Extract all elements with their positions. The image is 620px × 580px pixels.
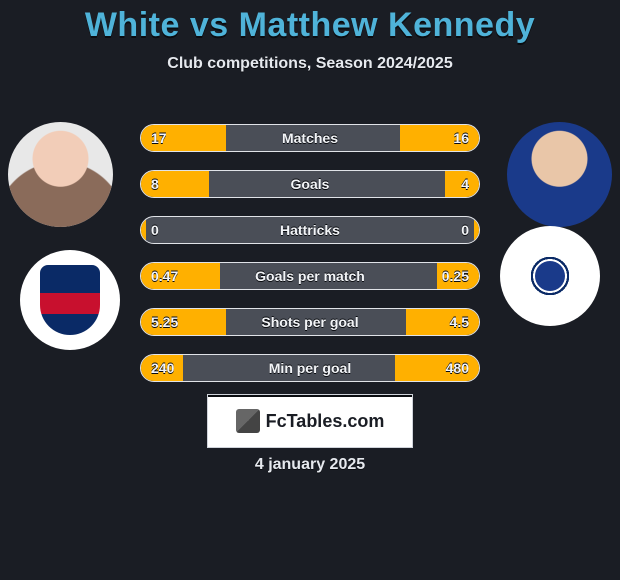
stat-label: Min per goal xyxy=(141,355,479,381)
stat-label: Hattricks xyxy=(141,217,479,243)
stat-value-right: 0.25 xyxy=(442,263,469,289)
stat-value-right: 16 xyxy=(453,125,469,151)
stat-label: Goals per match xyxy=(141,263,479,289)
stat-label: Goals xyxy=(141,171,479,197)
title-player2: Matthew Kennedy xyxy=(239,6,536,44)
branding-badge: FcTables.com xyxy=(207,394,413,448)
title-player1: White xyxy=(85,6,180,44)
club-right-crest xyxy=(500,226,600,326)
stat-value-right: 4.5 xyxy=(450,309,469,335)
stat-bars: 17Matches16 8Goals4 0Hattricks0 0.47Goals p… xyxy=(140,124,480,400)
player-left-avatar xyxy=(8,122,113,227)
stat-row: 0.47Goals per match0.25 xyxy=(140,262,480,290)
stat-row: 0Hattricks0 xyxy=(140,216,480,244)
page-title: White vs Matthew Kennedy xyxy=(0,0,620,45)
stat-row: 8Goals4 xyxy=(140,170,480,198)
stat-value-right: 480 xyxy=(446,355,469,381)
stat-label: Matches xyxy=(141,125,479,151)
stat-row: 17Matches16 xyxy=(140,124,480,152)
stat-row: 240Min per goal480 xyxy=(140,354,480,382)
branding-text: FcTables.com xyxy=(266,411,385,432)
stat-label: Shots per goal xyxy=(141,309,479,335)
stat-value-right: 0 xyxy=(461,217,469,243)
generation-date: 4 january 2025 xyxy=(0,456,620,474)
stat-row: 5.25Shots per goal4.5 xyxy=(140,308,480,336)
club-left-crest xyxy=(20,250,120,350)
stat-value-right: 4 xyxy=(461,171,469,197)
player-right-avatar xyxy=(507,122,612,227)
subtitle: Club competitions, Season 2024/2025 xyxy=(0,55,620,73)
fctables-icon xyxy=(236,409,260,433)
title-vs: vs xyxy=(190,6,229,44)
comparison-infographic: { "title": { "player1": "White", "connec… xyxy=(0,0,620,580)
